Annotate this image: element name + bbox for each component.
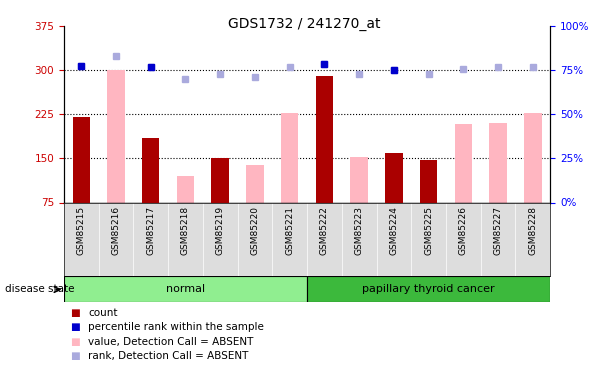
Bar — [177, 176, 194, 203]
Bar — [107, 70, 125, 202]
Bar — [489, 123, 507, 202]
Text: disease state: disease state — [5, 285, 74, 294]
Bar — [350, 157, 368, 203]
Text: GSM85225: GSM85225 — [424, 206, 433, 255]
Text: normal: normal — [166, 284, 205, 294]
Text: value, Detection Call = ABSENT: value, Detection Call = ABSENT — [88, 337, 254, 346]
Text: GSM85223: GSM85223 — [354, 206, 364, 255]
Text: GSM85221: GSM85221 — [285, 206, 294, 255]
Text: GSM85216: GSM85216 — [111, 206, 120, 255]
Bar — [281, 112, 299, 202]
Text: GSM85219: GSM85219 — [216, 206, 225, 255]
Text: ■: ■ — [70, 322, 80, 332]
Text: GSM85226: GSM85226 — [459, 206, 468, 255]
Text: GSM85217: GSM85217 — [146, 206, 155, 255]
Text: ■: ■ — [70, 308, 80, 318]
Text: GDS1732 / 241270_at: GDS1732 / 241270_at — [228, 17, 380, 31]
Bar — [524, 112, 542, 202]
Bar — [64, 276, 307, 302]
Text: GSM85215: GSM85215 — [77, 206, 86, 255]
Bar — [212, 158, 229, 203]
Bar — [385, 153, 402, 203]
Text: papillary thyroid cancer: papillary thyroid cancer — [362, 284, 495, 294]
Text: ■: ■ — [70, 337, 80, 346]
Text: GSM85222: GSM85222 — [320, 206, 329, 255]
Bar — [420, 160, 437, 202]
Bar — [246, 165, 264, 202]
Text: GSM85220: GSM85220 — [250, 206, 260, 255]
Text: GSM85224: GSM85224 — [389, 206, 398, 255]
Bar — [142, 138, 159, 202]
Text: rank, Detection Call = ABSENT: rank, Detection Call = ABSENT — [88, 351, 249, 361]
Text: count: count — [88, 308, 118, 318]
Bar — [307, 276, 550, 302]
Text: ■: ■ — [70, 351, 80, 361]
Bar — [316, 76, 333, 202]
Text: percentile rank within the sample: percentile rank within the sample — [88, 322, 264, 332]
Bar — [72, 117, 90, 202]
Text: GSM85228: GSM85228 — [528, 206, 537, 255]
Bar — [455, 124, 472, 202]
Text: GSM85227: GSM85227 — [494, 206, 503, 255]
Text: GSM85218: GSM85218 — [181, 206, 190, 255]
